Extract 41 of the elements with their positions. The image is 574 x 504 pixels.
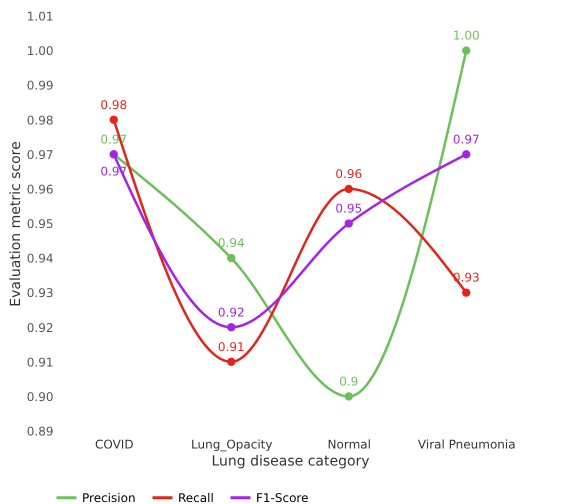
y-tick-label: 0.94 — [26, 252, 54, 266]
x-tick-label: Lung_Opacity — [191, 438, 272, 452]
point — [344, 392, 353, 401]
y-tick-label: 0.96 — [26, 182, 54, 196]
y-tick-label: 1.01 — [26, 10, 54, 24]
x-tick-label: COVID — [94, 438, 134, 452]
data-label: 0.98 — [100, 98, 128, 112]
data-label: 0.91 — [218, 340, 245, 354]
point — [344, 184, 353, 194]
point — [462, 46, 470, 55]
point — [462, 288, 470, 297]
legend-label: Recall — [178, 490, 214, 504]
point — [344, 219, 353, 228]
y-tick-label: 0.91 — [26, 355, 54, 370]
data-label: 0.9 — [339, 374, 358, 388]
y-tick-label: 0.93 — [26, 286, 54, 300]
x-axis-title: Lung disease category — [211, 454, 370, 470]
x-tick-label: Viral Pneumonia — [418, 438, 516, 452]
y-tick-label: 0.98 — [26, 113, 54, 128]
data-label: 0.95 — [335, 202, 362, 216]
point — [227, 254, 236, 262]
y-tick-label: 0.95 — [26, 217, 54, 231]
y-tick-label: 0.90 — [26, 390, 54, 404]
point — [110, 116, 118, 124]
y-tick-label: 0.92 — [26, 320, 54, 335]
x-tick-label: Normal — [328, 438, 371, 452]
y-tick-label: 1.00 — [26, 44, 54, 58]
y-axis-title: Evaluation metric score — [8, 141, 24, 307]
y-tick-label: 0.99 — [26, 78, 54, 93]
y-tick-label: 0.97 — [26, 148, 54, 162]
data-label: 0.96 — [335, 166, 362, 181]
y-tick-label: 0.89 — [26, 424, 54, 438]
legend-label: F1-Score — [256, 490, 308, 504]
data-label: 1.00 — [452, 28, 480, 43]
point — [227, 323, 236, 332]
data-label: 0.97 — [452, 132, 480, 146]
point — [227, 358, 236, 366]
legend-label: Precision — [82, 490, 136, 504]
data-label: 0.92 — [218, 305, 245, 320]
data-label: 0.94 — [218, 236, 245, 250]
point — [462, 150, 470, 159]
